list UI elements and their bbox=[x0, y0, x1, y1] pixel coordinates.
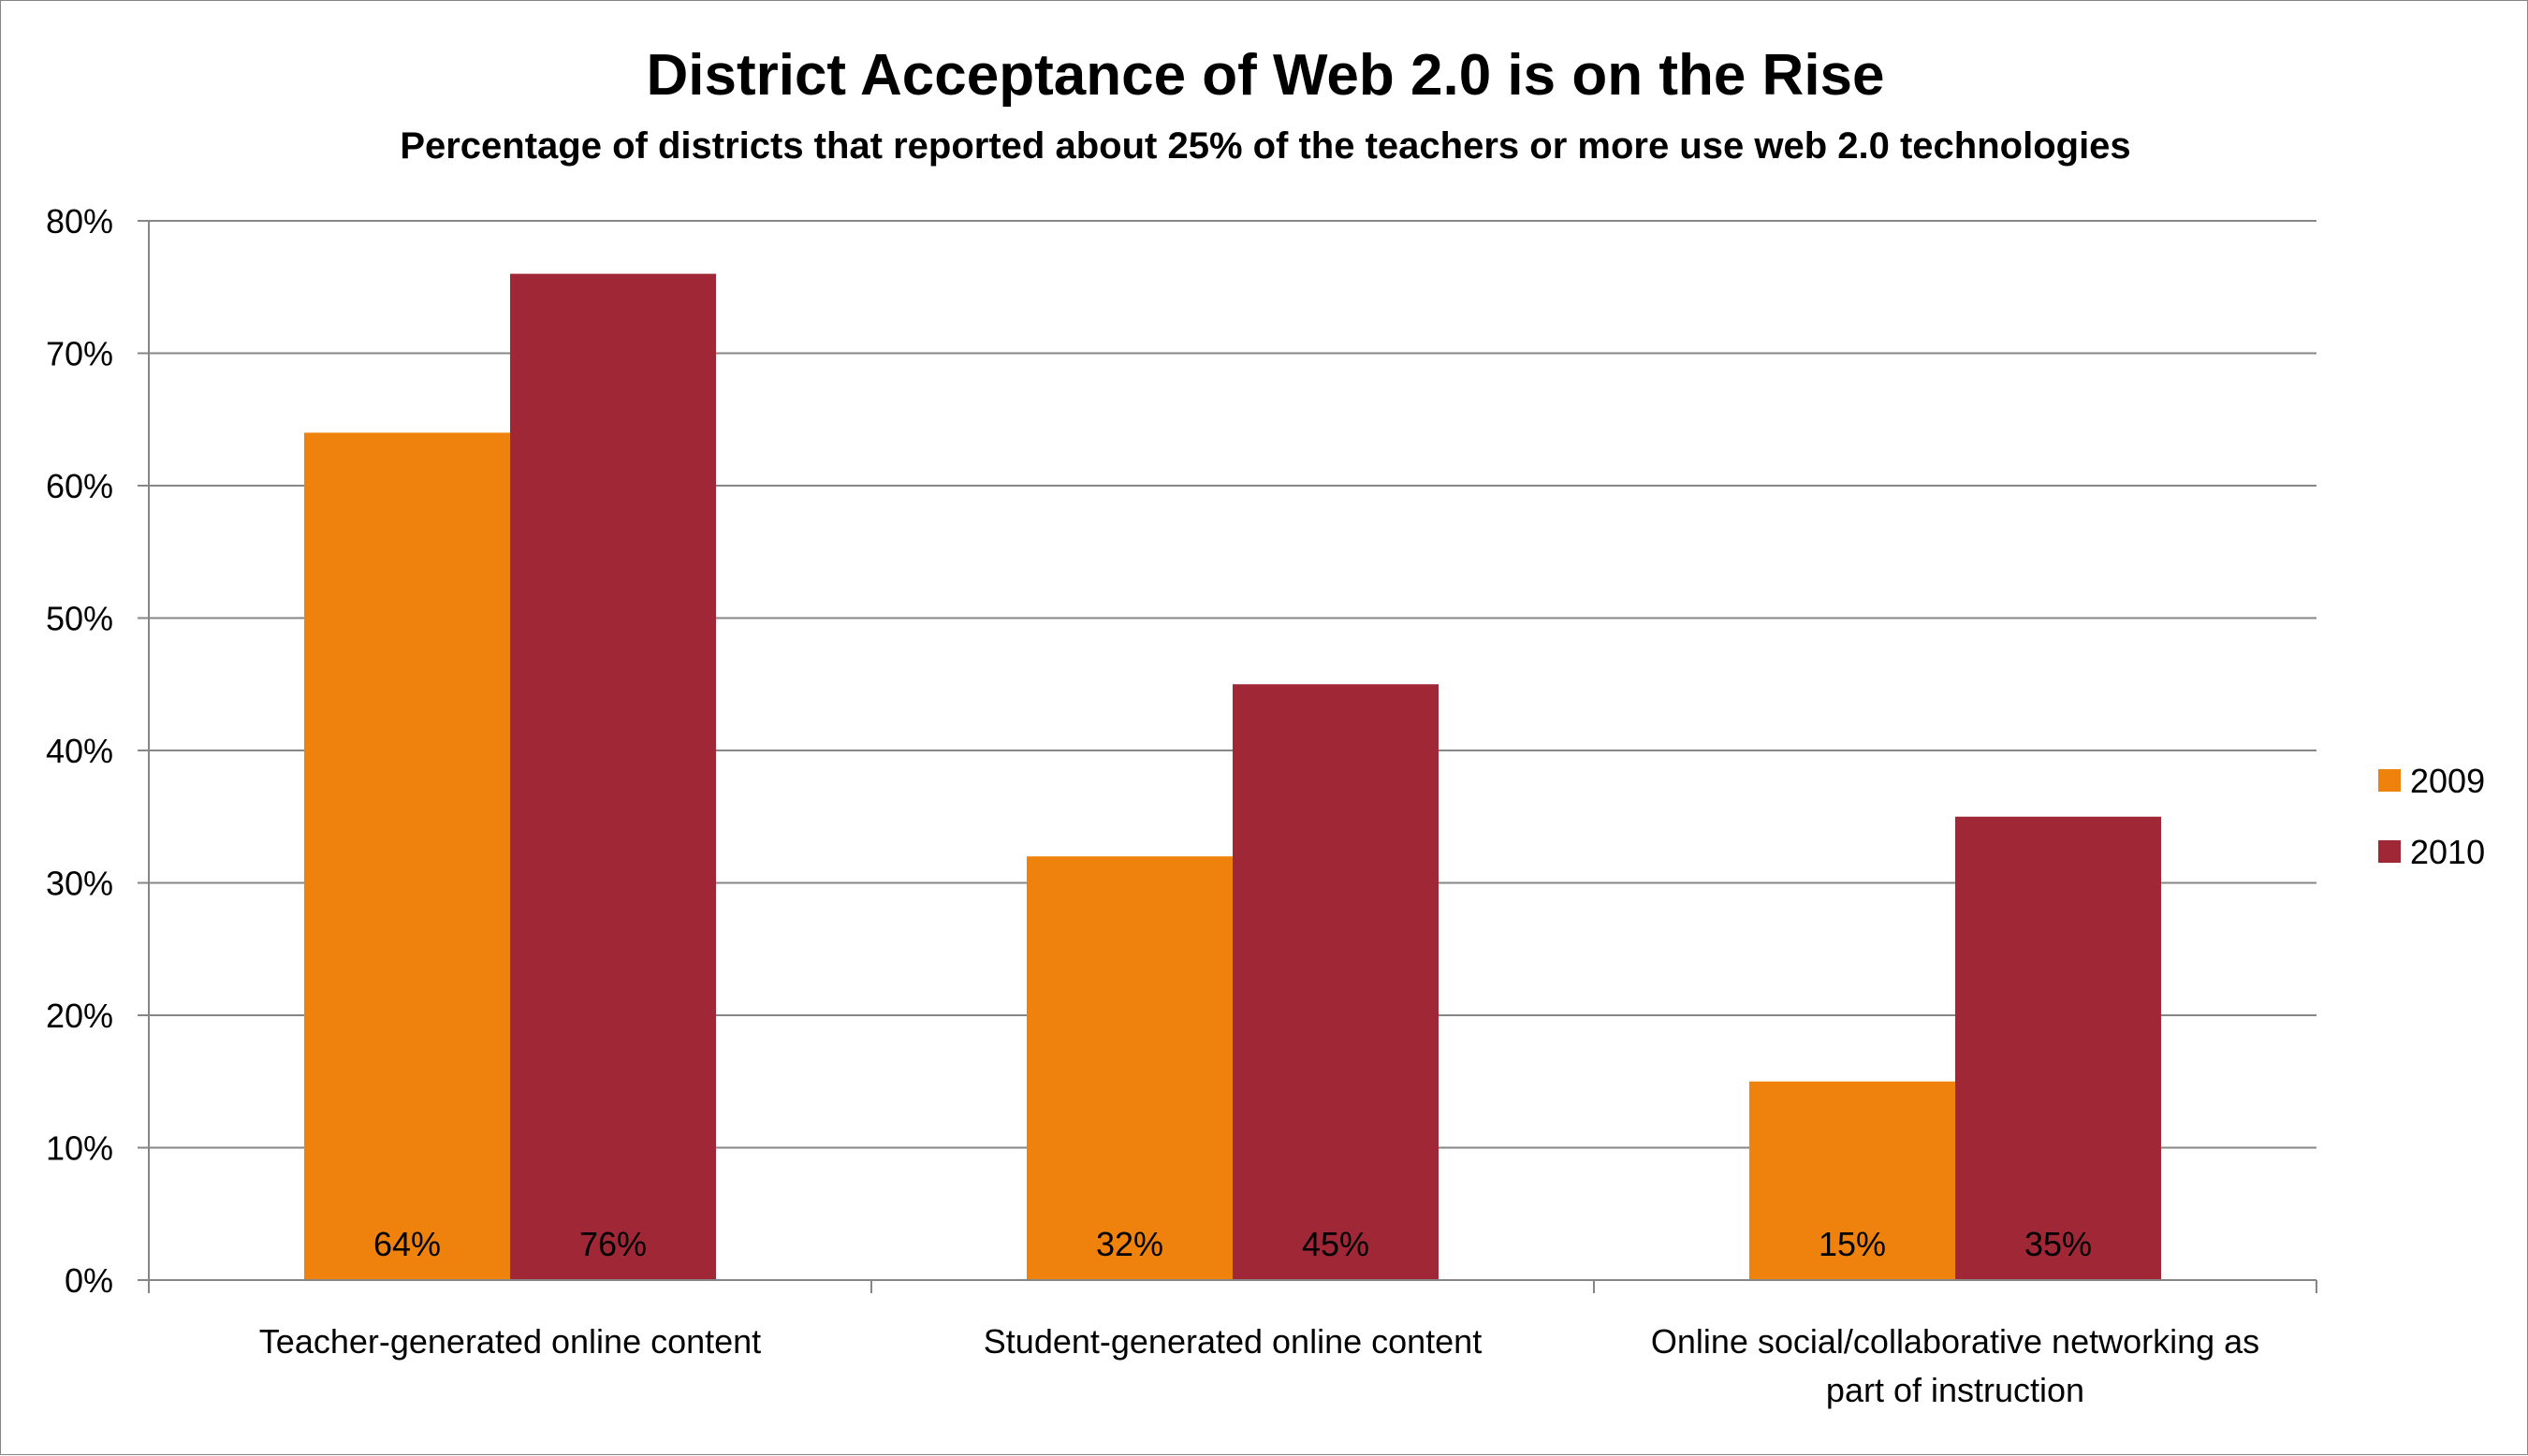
y-tick-label: 0% bbox=[65, 1261, 113, 1300]
y-tick-label: 20% bbox=[46, 997, 113, 1035]
data-label: 76% bbox=[579, 1225, 647, 1263]
y-tick-label: 30% bbox=[46, 865, 113, 903]
bar-2009 bbox=[304, 432, 510, 1280]
chart-subtitle: Percentage of districts that reported ab… bbox=[400, 125, 2130, 167]
bar-2010 bbox=[1955, 816, 2161, 1280]
y-tick-label: 70% bbox=[46, 335, 113, 373]
data-label: 15% bbox=[1819, 1225, 1886, 1263]
legend-label-2010: 2010 bbox=[2410, 833, 2485, 871]
bar-2010 bbox=[510, 273, 716, 1281]
y-tick-label: 10% bbox=[46, 1129, 113, 1168]
data-label: 64% bbox=[373, 1225, 441, 1263]
y-tick-label: 50% bbox=[46, 600, 113, 638]
x-tick-label: part of instruction bbox=[1826, 1371, 2084, 1409]
chart-title: District Acceptance of Web 2.0 is on the… bbox=[646, 43, 1884, 108]
bar-2010 bbox=[1233, 684, 1439, 1280]
bars: 64% 76% 32% 45% 15% 35% bbox=[304, 273, 2161, 1281]
x-tick-label: Online social/collaborative networking a… bbox=[1651, 1322, 2259, 1361]
y-tick-label: 80% bbox=[46, 202, 113, 240]
data-label: 35% bbox=[2024, 1225, 2092, 1263]
data-label: 32% bbox=[1096, 1225, 1163, 1263]
x-tick-label: Teacher-generated online content bbox=[259, 1322, 761, 1361]
legend-swatch-2010 bbox=[2378, 840, 2401, 863]
legend-label-2009: 2009 bbox=[2410, 762, 2485, 800]
bar-2009 bbox=[1749, 1081, 1955, 1280]
y-tick-label: 40% bbox=[46, 732, 113, 770]
legend: 2009 2010 bbox=[2378, 762, 2485, 871]
data-label: 45% bbox=[1302, 1225, 1369, 1263]
axes: 0% 10% 20% 30% 40% 50% 60% 70% 80% Teacher-genera… bbox=[46, 202, 2317, 1409]
y-tick-label: 60% bbox=[46, 467, 113, 505]
legend-swatch-2009 bbox=[2378, 769, 2401, 792]
x-tick-label: Student-generated online content bbox=[984, 1322, 1482, 1361]
bar-2009 bbox=[1027, 856, 1233, 1280]
